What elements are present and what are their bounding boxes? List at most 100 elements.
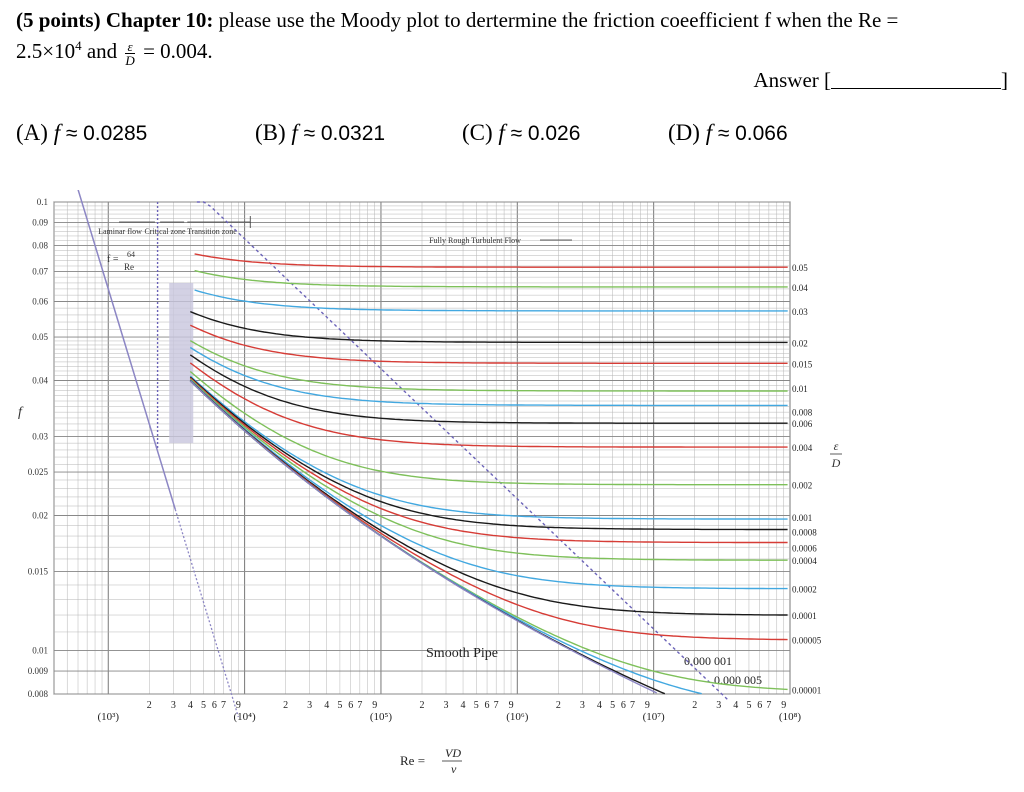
roughness-label: 0.02 <box>792 338 808 348</box>
x-minor-label: 5 <box>201 700 206 711</box>
curve-0.0004 <box>189 378 788 561</box>
option-d-value: 0.066 <box>735 122 788 145</box>
question-points: (5 points) <box>16 8 101 32</box>
x-minor-label: 6 <box>212 700 217 711</box>
option-d-approx: ≈ <box>717 122 730 145</box>
question-chapter: Chapter 10: <box>105 8 214 32</box>
option-b-symbol: f <box>291 120 298 145</box>
complete-turbulence-boundary <box>196 201 730 702</box>
roughness-label: 0.05 <box>792 263 808 273</box>
x-minor-label: 9 <box>781 700 786 711</box>
option-d-symbol: f <box>705 120 713 145</box>
y-tick-label: 0.04 <box>32 375 48 385</box>
y-axis-label: f <box>18 405 24 420</box>
option-c-letter: (C) <box>462 120 493 145</box>
roughness-label: 0.0001 <box>792 611 817 621</box>
laminar-eq-num: 64 <box>127 250 135 259</box>
x-decade-label: (10⁶) <box>506 711 528 723</box>
y-tick-label: 0.03 <box>32 432 48 442</box>
re-value: 2.5×10 <box>16 39 76 63</box>
option-d[interactable]: (D) f ≈ 0.066 <box>668 120 788 146</box>
x-minor-label: 3 <box>171 700 176 711</box>
x-minor-label: 7 <box>494 700 499 711</box>
y-tick-label: 0.025 <box>28 467 49 477</box>
chart-labels: 0.05 0.04 0.03 0.02 0.015 0.01 0.008 0.006 0.004… <box>792 263 822 695</box>
x-minor-label: 3 <box>580 700 585 711</box>
curve-0.002 <box>189 370 788 486</box>
critical-label: Critical zone <box>144 227 186 236</box>
answer-box[interactable]: Answer [] <box>753 68 1008 93</box>
laminar-eq-lhs: f = <box>107 254 119 265</box>
roughness-label: 0.0004 <box>792 556 817 566</box>
question-line-2: 2.5×104 and ε D = 0.004. <box>16 38 213 67</box>
x-minor-label: 2 <box>147 700 152 711</box>
x-minor-label: 2 <box>283 700 288 711</box>
y-tick-label: 0.02 <box>32 511 48 521</box>
x-label-prefix: Re = <box>400 753 425 768</box>
option-b-value: 0.0321 <box>320 122 386 145</box>
rough-flow-label: Fully Rough Turbulent Flow <box>429 236 521 245</box>
and-text: and <box>86 39 118 63</box>
option-a-symbol: f <box>53 120 61 145</box>
laminar-label: Laminar flow <box>98 227 142 236</box>
x-minor-label: 7 <box>357 700 362 711</box>
chart-grid: (10³)2 3 4 5 6 7 9(10⁴)2 3 4 5 6 7 9(10⁵)2 3 4 5 6 7 9(10⁶… <box>28 197 802 723</box>
option-c-value: 0.026 <box>527 122 581 145</box>
y-tick-label: 0.06 <box>32 297 48 307</box>
x-minor-label: 7 <box>630 700 635 711</box>
curve-0.04 <box>194 269 788 288</box>
option-a[interactable]: (A) f ≈ 0.0285 <box>16 120 147 146</box>
curve-0.001 <box>189 375 788 520</box>
question-line-1: (5 points) Chapter 10: please use the Mo… <box>16 8 898 33</box>
curve-0.0008 <box>189 376 788 531</box>
question-text: please use the Moody plot to dertermine … <box>218 8 899 32</box>
curve-0.008 <box>189 346 788 407</box>
y-tick-label: 0.09 <box>32 218 48 228</box>
moody-chart: (10³)2 3 4 5 6 7 9(10⁴)2 3 4 5 6 7 9(10⁵)2 3 4 5 6 7 9(10⁶… <box>18 190 842 776</box>
x-decade-label: (10³) <box>97 711 119 723</box>
y-tick-label: 0.008 <box>28 689 49 699</box>
x-decade-label: (10⁸) <box>779 711 801 723</box>
x-minor-label: 3 <box>444 700 449 711</box>
eps-5e6-label: 0.000 005 <box>714 673 762 687</box>
laminar-line <box>77 190 176 510</box>
roughness-label: 0.001 <box>792 513 812 523</box>
curve-0.02 <box>190 310 788 344</box>
y-tick-label: 0.1 <box>37 197 48 207</box>
option-c-symbol: f <box>498 120 505 145</box>
curve-0.0006 <box>189 377 788 544</box>
chart-annotations: Laminar flow Critical zone Transition zo… <box>18 227 842 776</box>
answer-close: ] <box>1001 68 1008 92</box>
curve-0.004 <box>189 362 788 448</box>
x-minor-label: 6 <box>621 700 626 711</box>
x-minor-label: 2 <box>692 700 697 711</box>
option-b[interactable]: (B) f ≈ 0.0321 <box>255 120 385 146</box>
curve-0.006 <box>189 354 788 424</box>
fraction-numerator: ε <box>125 40 135 54</box>
curve-0.0002 <box>189 379 788 590</box>
roughness-label: 0.0008 <box>792 527 817 537</box>
roughness-label: 0.008 <box>792 407 813 417</box>
answer-blank[interactable] <box>831 68 1001 89</box>
y-tick-label: 0.01 <box>32 646 48 656</box>
y-tick-label: 0.009 <box>28 666 49 676</box>
x-minor-label: 2 <box>556 700 561 711</box>
y-tick-label: 0.015 <box>28 567 49 577</box>
curve-smooth-pipe <box>189 380 657 694</box>
x-minor-label: 5 <box>474 700 479 711</box>
roughness-label: 0.00001 <box>792 685 821 695</box>
x-minor-label: 5 <box>337 700 342 711</box>
x-minor-label: 9 <box>645 700 650 711</box>
x-minor-label: 6 <box>348 700 353 711</box>
option-c[interactable]: (C) f ≈ 0.026 <box>462 120 580 146</box>
x-minor-label: 4 <box>597 700 602 711</box>
x-minor-label: 5 <box>610 700 615 711</box>
x-minor-label: 4 <box>733 700 738 711</box>
x-minor-label: 5 <box>746 700 751 711</box>
option-b-letter: (B) <box>255 120 286 145</box>
x-label-num: VD <box>445 746 461 760</box>
eps-1e6-label: 0.000 001 <box>684 654 732 668</box>
x-minor-label: 4 <box>324 700 329 711</box>
x-minor-label: 7 <box>766 700 771 711</box>
option-a-approx: ≈ <box>65 122 78 145</box>
